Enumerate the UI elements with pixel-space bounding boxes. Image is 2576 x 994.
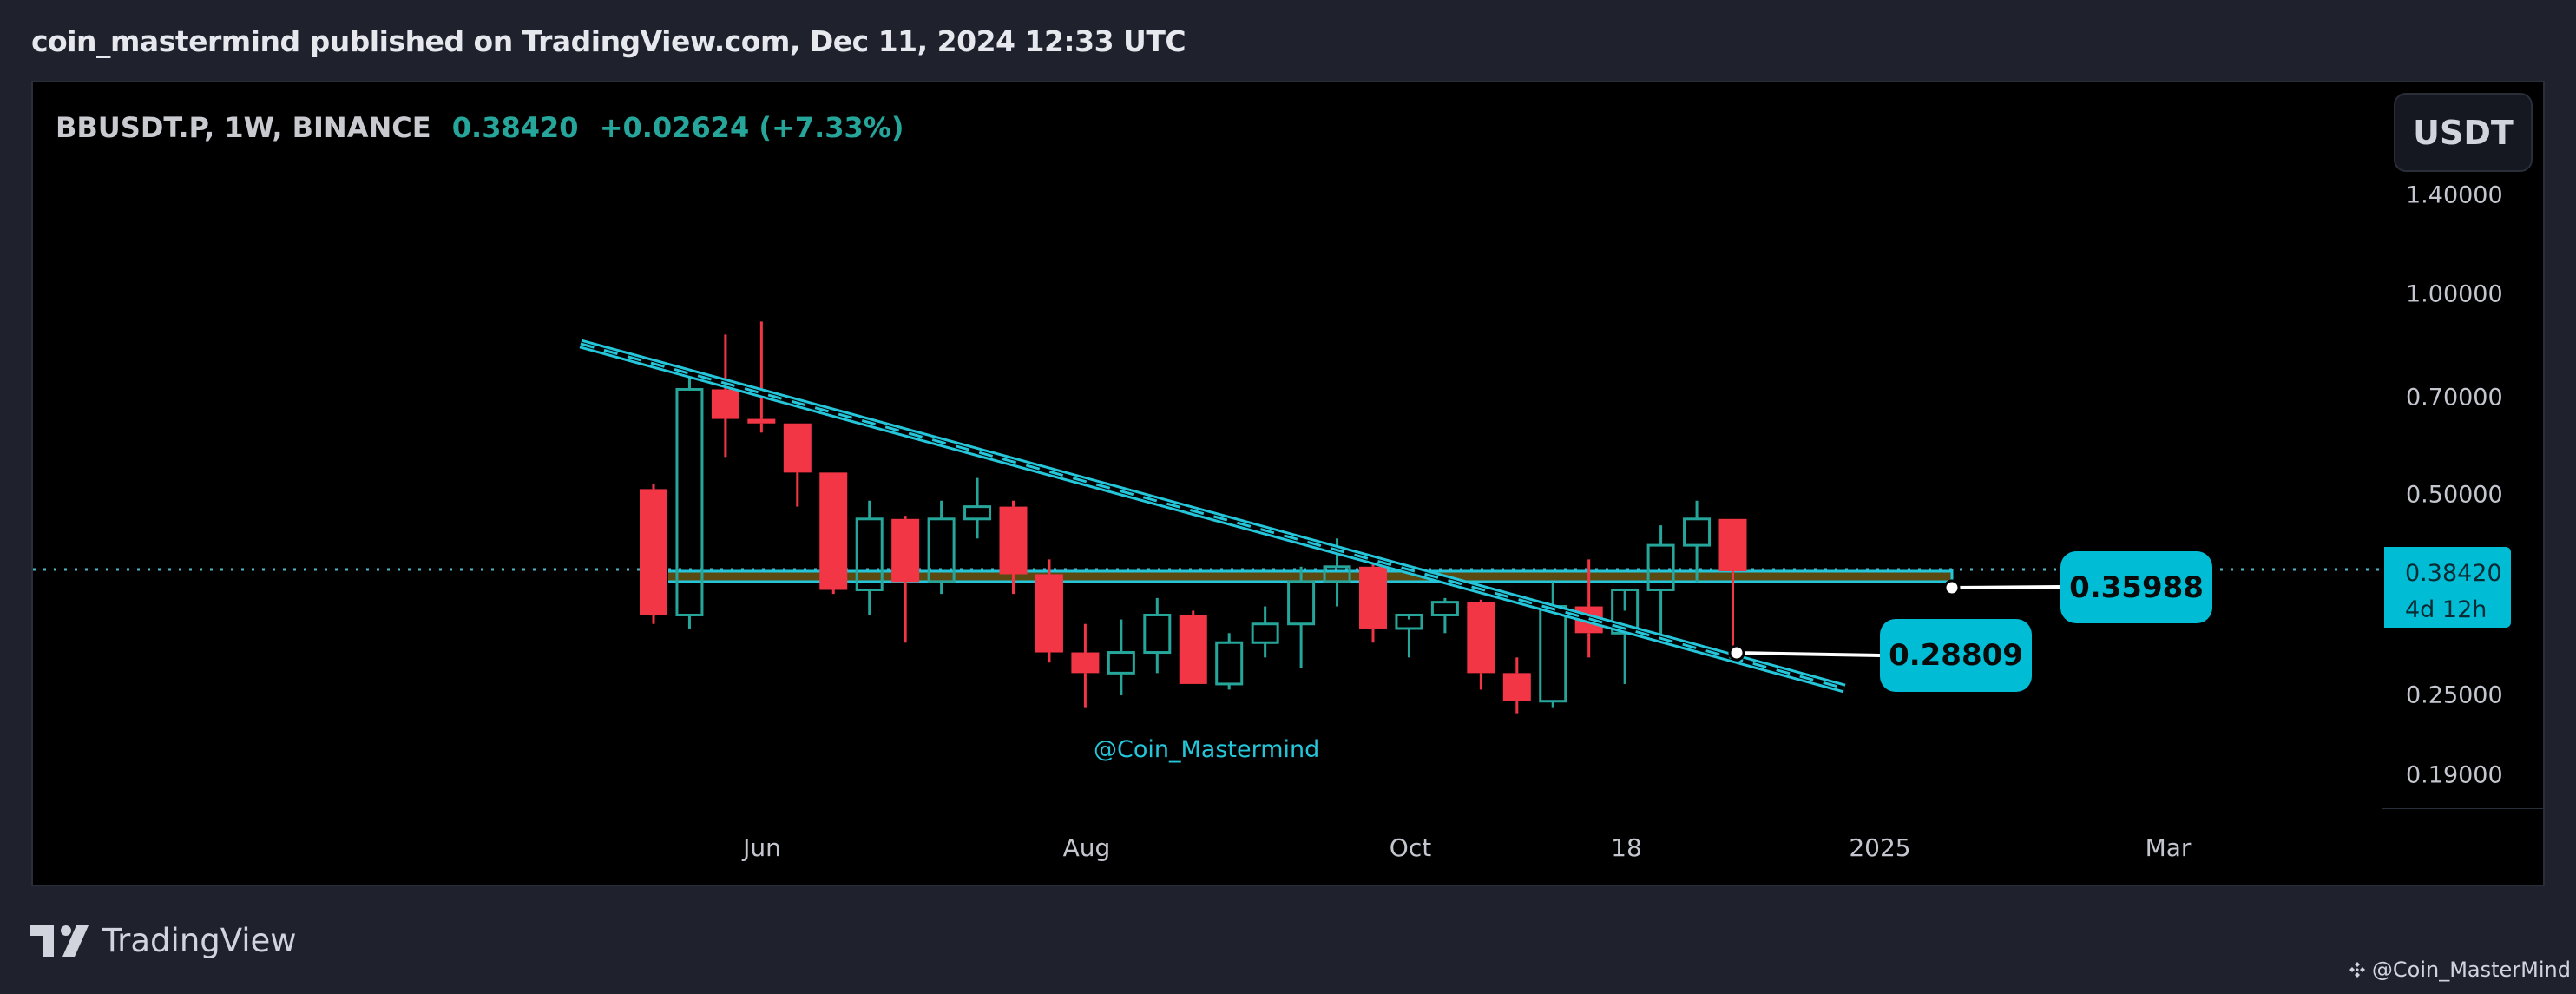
last-value: 0.38420 — [451, 111, 579, 144]
candle — [747, 321, 776, 433]
tradingview-brand[interactable]: TradingView — [30, 922, 297, 959]
price-tick: 0.19000 — [2406, 761, 2503, 789]
trendline-price-label[interactable]: 0.28809 — [1880, 619, 2032, 692]
descending-trendline[interactable] — [579, 339, 1846, 694]
time-tick: Mar — [2145, 833, 2192, 862]
trendline-callout-connector — [1728, 644, 1881, 662]
candle — [1683, 500, 1712, 583]
candle — [1395, 613, 1423, 658]
price-tick: 0.70000 — [2406, 384, 2503, 411]
candle — [1035, 559, 1063, 663]
candle — [891, 516, 920, 643]
candle — [1215, 633, 1244, 690]
last-price-badge: 0.38420 4d 12h — [2384, 547, 2511, 628]
candle — [855, 500, 884, 615]
symbol-info: BBUSDT.P, 1W, BINANCE — [56, 111, 431, 144]
time-tick: 18 — [1611, 833, 1642, 862]
binance-logo-icon — [2349, 962, 2365, 978]
time-tick: Oct — [1389, 833, 1432, 862]
candle — [783, 423, 812, 507]
change-value: +0.02624 (+7.33%) — [599, 111, 904, 144]
candle — [1251, 606, 1279, 658]
candle — [1539, 582, 1567, 708]
candle — [1143, 597, 1172, 674]
chart-panel[interactable] — [31, 81, 2545, 886]
candle — [1179, 610, 1207, 684]
price-tick: 0.50000 — [2406, 481, 2503, 509]
candles-group — [640, 321, 1747, 714]
chart-watermark: @Coin_Mastermind — [1094, 736, 1320, 763]
candle — [1611, 588, 1640, 684]
candle — [963, 477, 992, 539]
bar-countdown: 4d 12h — [2405, 596, 2487, 623]
candle — [1646, 525, 1675, 643]
last-price-value: 0.38420 — [2405, 560, 2502, 587]
price-tick: 0.25000 — [2406, 681, 2503, 709]
published-line: coin_mastermind published on TradingView… — [31, 24, 1186, 58]
tradingview-logo-icon — [30, 925, 89, 957]
candle — [640, 483, 667, 624]
time-tick: Jun — [743, 833, 781, 862]
symbol-legend[interactable]: BBUSDT.P, 1W, BINANCE 0.38420 +0.02624 (… — [56, 111, 904, 144]
candle — [675, 377, 704, 629]
candle — [1502, 657, 1531, 714]
candle — [819, 472, 848, 595]
candle — [927, 500, 956, 595]
credit-handle: @Coin_MasterMind — [2371, 958, 2571, 982]
price-tick: 1.40000 — [2406, 181, 2503, 209]
candle — [1718, 518, 1747, 655]
candle — [999, 500, 1028, 595]
time-tick: 2025 — [1849, 833, 1911, 862]
zone-callout-connector — [1943, 579, 2061, 596]
currency-button[interactable]: USDT — [2394, 93, 2533, 172]
candle — [1359, 564, 1387, 643]
candle — [1107, 619, 1135, 695]
brand-name: TradingView — [102, 922, 297, 959]
zone-price-label[interactable]: 0.35988 — [2060, 551, 2212, 623]
candle — [1467, 599, 1495, 690]
candle — [711, 334, 739, 458]
author-credit[interactable]: @Coin_MasterMind — [2348, 958, 2571, 982]
price-tick: 1.00000 — [2406, 280, 2503, 308]
candle — [1071, 623, 1100, 708]
axis-separator — [2382, 808, 2545, 809]
candle — [1430, 597, 1459, 634]
candle — [1287, 566, 1316, 668]
time-tick: Aug — [1062, 833, 1111, 862]
